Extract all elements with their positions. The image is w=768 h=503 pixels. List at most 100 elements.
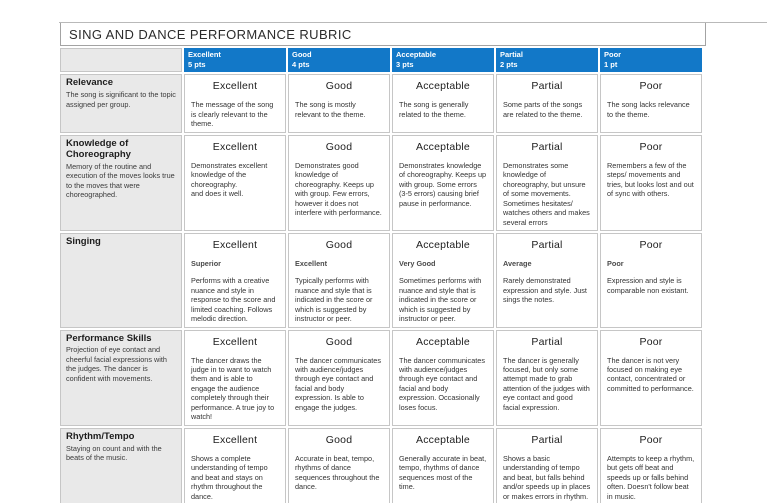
cell-level-title: Good: [325, 140, 353, 153]
level-header-row: Excellent 5 pts Good 4 pts Acceptable 3 …: [60, 48, 702, 73]
cell-description: Shows a complete understanding of tempo …: [191, 453, 268, 501]
rubric-cell: Excellent The message of the song is cle…: [184, 74, 286, 133]
cell-sublabel: Average: [503, 259, 532, 269]
cell-description: Some parts of the songs are related to t…: [503, 100, 583, 119]
cell-description: Rarely demonstrated expression and style…: [503, 276, 587, 305]
corner-cell: [60, 48, 182, 73]
level-header-cell: Good 4 pts: [288, 48, 390, 73]
cell-description: The dancer draws the judge in to want to…: [191, 355, 275, 422]
level-name: Excellent: [188, 50, 221, 59]
criterion-row: Relevance The song is significant to the…: [60, 74, 702, 133]
rubric-cell: Excellent The dancer draws the judge in …: [184, 329, 286, 426]
criterion-name: Relevance: [66, 77, 114, 89]
cell-level-title: Good: [325, 433, 353, 446]
rubric-cell: Excellent Superior Performs with a creat…: [184, 233, 286, 328]
criterion-description: Memory of the routine and execution of t…: [66, 161, 175, 199]
criterion-row: Performance Skills Projection of eye con…: [60, 329, 702, 426]
rubric-cell: Acceptable Generally accurate in beat, t…: [392, 427, 494, 503]
rubric-cell: Good The song is mostly relevant to the …: [288, 74, 390, 133]
cell-description: Demonstrates knowledge of choreography. …: [399, 160, 487, 208]
cell-level-title: Good: [325, 80, 353, 93]
level-name: Partial: [500, 50, 523, 59]
level-points: 2 pts: [500, 60, 518, 70]
cell-description: Remembers a few of the steps/ movements …: [607, 160, 694, 199]
criterion-label-cell: Performance Skills Projection of eye con…: [60, 329, 182, 426]
rubric-title: SING AND DANCE PERFORMANCE RUBRIC: [60, 23, 706, 46]
level-points: 3 pts: [396, 60, 414, 70]
rubric-cell: Good Demonstrates good knowledge of chor…: [288, 134, 390, 232]
criterion-label-cell: Knowledge of Choreography Memory of the …: [60, 134, 182, 232]
cell-description: The song is mostly relevant to the theme…: [295, 100, 366, 119]
cell-description: Shows a basic understanding of tempo and…: [503, 453, 591, 501]
rubric-cell: Acceptable The song is generally related…: [392, 74, 494, 133]
cell-level-title: Poor: [639, 433, 663, 446]
level-name: Acceptable: [396, 50, 437, 59]
cell-level-title: Excellent: [212, 239, 258, 252]
cell-description: Performs with a creative nuance and styl…: [191, 276, 276, 324]
rubric-cell: Good The dancer communicates with audien…: [288, 329, 390, 426]
rubric-cell: Excellent Shows a complete understanding…: [184, 427, 286, 503]
level-header-cell: Acceptable 3 pts: [392, 48, 494, 73]
rubric-cell: Partial Some parts of the songs are rela…: [496, 74, 598, 133]
criterion-name: Rhythm/Tempo: [66, 430, 135, 442]
cell-level-title: Acceptable: [416, 239, 470, 252]
cell-level-title: Partial: [531, 433, 563, 446]
cell-description: Generally accurate in beat, tempo, rhyth…: [399, 453, 487, 492]
rubric-cell: Poor Attempts to keep a rhythm, but gets…: [600, 427, 702, 503]
criterion-name: Knowledge of Choreography: [66, 137, 131, 160]
cell-description: The song is generally related to the the…: [399, 100, 469, 119]
criterion-description: The song is significant to the topic ass…: [66, 90, 176, 109]
cell-description: The dancer communicates with audience/ju…: [295, 355, 381, 412]
rubric-cell: Acceptable Demonstrates knowledge of cho…: [392, 134, 494, 232]
cell-sublabel: Excellent: [295, 259, 328, 269]
level-name: Poor: [604, 50, 622, 59]
level-points: 5 pts: [188, 60, 206, 70]
cell-sublabel: Very Good: [399, 259, 436, 269]
cell-description: Attempts to keep a rhythm, but gets off …: [607, 453, 695, 501]
rubric-document: SING AND DANCE PERFORMANCE RUBRIC Excell…: [60, 23, 706, 503]
cell-level-title: Acceptable: [416, 140, 470, 153]
cell-description: The dancer is generally focused, but onl…: [503, 355, 590, 412]
rubric-cell: Partial Shows a basic understanding of t…: [496, 427, 598, 503]
cell-level-title: Poor: [639, 80, 663, 93]
criterion-description: Staying on count and with the beats of t…: [66, 443, 162, 463]
criterion-row: Singing Excellent Superior Performs with…: [60, 233, 702, 328]
cell-description: Demonstrates good knowledge of choreogra…: [295, 160, 382, 218]
cell-level-title: Acceptable: [416, 433, 470, 446]
level-points: 4 pts: [292, 60, 310, 70]
rubric-cell: Partial The dancer is generally focused,…: [496, 329, 598, 426]
criterion-label-cell: Rhythm/Tempo Staying on count and with t…: [60, 427, 182, 503]
rubric-cell: Acceptable Very Good Sometimes performs …: [392, 233, 494, 328]
cell-sublabel: Poor: [607, 259, 624, 269]
cell-level-title: Partial: [531, 239, 563, 252]
cell-level-title: Partial: [531, 335, 563, 348]
cell-description: The message of the song is clearly relev…: [191, 100, 274, 129]
cell-level-title: Poor: [639, 239, 663, 252]
rubric-cell: Poor The song lacks relevance to the the…: [600, 74, 702, 133]
criterion-row: Rhythm/Tempo Staying on count and with t…: [60, 427, 702, 503]
cell-level-title: Excellent: [212, 335, 258, 348]
cell-description: Expression and style is comparable non e…: [607, 276, 689, 295]
cell-description: Demonstrates excellent knowledge of the …: [191, 160, 268, 199]
cell-description: The dancer communicates with audience/ju…: [399, 355, 485, 412]
cell-level-title: Partial: [531, 80, 563, 93]
cell-level-title: Good: [325, 239, 353, 252]
rubric-cell: Excellent Demonstrates excellent knowled…: [184, 134, 286, 232]
cell-description: Demonstrates some knowledge of choreogra…: [503, 160, 590, 227]
cell-description: Sometimes performs with nuance and style…: [399, 276, 482, 324]
rubric-cell: Poor Remembers a few of the steps/ movem…: [600, 134, 702, 232]
rubric-cell: Partial Average Rarely demonstrated expr…: [496, 233, 598, 328]
cell-level-title: Excellent: [212, 140, 258, 153]
cell-description: Accurate in beat, tempo, rhythms of danc…: [295, 453, 380, 492]
cell-level-title: Acceptable: [416, 80, 470, 93]
criterion-description: Projection of eye contact and cheerful f…: [66, 345, 167, 383]
cell-level-title: Poor: [639, 140, 663, 153]
level-header-cell: Poor 1 pt: [600, 48, 702, 73]
cell-description: The dancer is not very focused on making…: [607, 355, 694, 393]
rubric-cell: Good Excellent Typically performs with n…: [288, 233, 390, 328]
criterion-row: Knowledge of Choreography Memory of the …: [60, 134, 702, 232]
cell-level-title: Excellent: [212, 433, 258, 446]
criterion-label-cell: Singing: [60, 233, 182, 328]
cell-level-title: Good: [325, 335, 353, 348]
rubric-cell: Acceptable The dancer communicates with …: [392, 329, 494, 426]
